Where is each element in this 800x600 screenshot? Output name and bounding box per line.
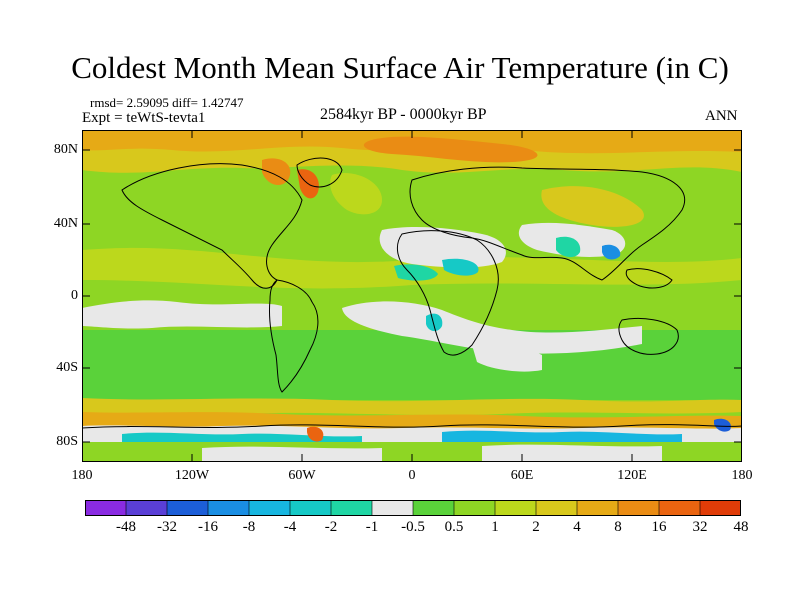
lat-label: 40S: [56, 360, 78, 375]
axis-ticks: [82, 130, 742, 462]
lat-label: 80S: [56, 434, 78, 449]
color-bar-label: -48: [116, 519, 136, 535]
color-bar-label: 32: [692, 519, 708, 535]
lon-label: 0: [408, 468, 416, 483]
color-bar-label: 4: [573, 519, 581, 535]
lon-label: 120E: [617, 468, 647, 483]
color-bar-swatch: [699, 500, 741, 516]
lat-label: 40N: [53, 216, 78, 231]
color-bar: [85, 500, 741, 516]
experiment-label: Expt = teWtS-tevta1: [82, 110, 206, 126]
color-bar-label: -16: [198, 519, 218, 535]
color-bar-swatch: [412, 500, 455, 516]
lon-label: 120W: [174, 468, 210, 483]
color-bar-swatch: [617, 500, 660, 516]
temperature-field: [82, 130, 742, 462]
color-bar-swatch: [576, 500, 619, 516]
color-bar-label: -8: [242, 519, 256, 535]
color-bar-swatch: [289, 500, 332, 516]
color-bar-swatch: [248, 500, 291, 516]
color-bar-label: -32: [157, 519, 177, 535]
color-bar-swatch: [658, 500, 701, 516]
color-bar-label: 1: [491, 519, 499, 535]
color-bar-label: -4: [283, 519, 297, 535]
color-bar-label: 0.5: [444, 519, 464, 535]
lat-label: 80N: [53, 142, 78, 157]
color-bar-label: 48: [733, 519, 749, 535]
period-label: 2584kyr BP - 0000kyr BP: [320, 106, 487, 123]
lon-label: 180: [731, 468, 753, 483]
color-bar-swatch: [125, 500, 168, 516]
color-bar-swatch: [494, 500, 537, 516]
stats-label: rmsd= 2.59095 diff= 1.42747: [90, 95, 244, 110]
color-bar-label: -1: [365, 519, 379, 535]
color-bar-label: 2: [532, 519, 540, 535]
anomaly-map: [82, 130, 742, 462]
color-bar-label: 16: [651, 519, 667, 535]
color-bar-label: -2: [324, 519, 338, 535]
season-label: ANN: [705, 108, 738, 124]
color-bar-swatch: [166, 500, 209, 516]
lon-label: 60W: [288, 468, 316, 483]
lat-label: 0: [71, 288, 78, 303]
lon-label: 180: [71, 468, 93, 483]
color-bar-swatch: [535, 500, 578, 516]
color-bar-label: -0.5: [401, 519, 425, 535]
color-bar-label: 8: [614, 519, 622, 535]
lon-label: 60E: [510, 468, 534, 483]
color-bar-swatch: [371, 500, 414, 516]
color-bar-swatch: [453, 500, 496, 516]
coastlines: [82, 157, 742, 429]
color-bar-swatch: [85, 500, 127, 516]
color-bar-swatch: [207, 500, 250, 516]
color-bar-swatch: [330, 500, 373, 516]
chart-title: Coldest Month Mean Surface Air Temperatu…: [71, 50, 729, 85]
